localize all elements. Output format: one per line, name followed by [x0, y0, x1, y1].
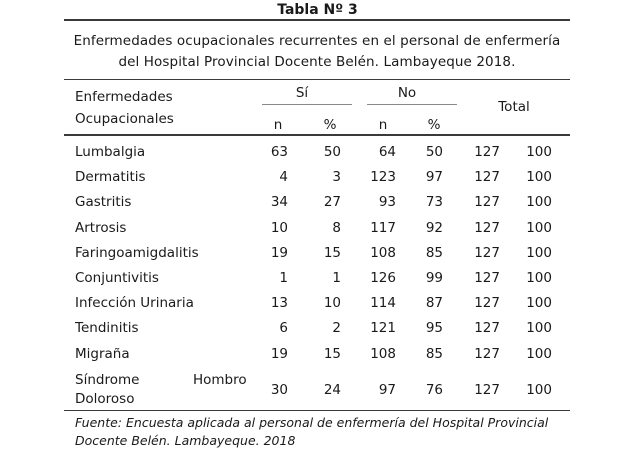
row-5-total-pct: 100: [526, 270, 552, 286]
row-6-name: Infección Urinaria: [75, 295, 194, 312]
row-0-total-pct: 100: [526, 144, 552, 160]
row-0-no-pct: 50: [425, 144, 443, 160]
row-3-no-pct: 92: [425, 219, 443, 236]
header-no: No: [397, 85, 417, 101]
row-7-no-n: 121: [370, 320, 396, 337]
header-total: Total: [498, 99, 530, 115]
source-line-2: Docente Belén. Lambayeque. 2018: [75, 433, 296, 448]
row-0-no-n: 64: [378, 144, 396, 160]
table-title: Tabla Nº 3: [277, 2, 358, 18]
row-3-total-pct: 100: [526, 219, 552, 236]
row-3-total-n: 127: [474, 219, 500, 236]
row-sindrome-name-word2: Hombro: [193, 372, 247, 388]
row-2-si-pct: 27: [323, 194, 341, 211]
row-2-no-n: 93: [378, 194, 396, 211]
row-8-total-pct: 100: [526, 345, 552, 362]
table-source-note: Fuente: Encuesta aplicada al personal de…: [75, 414, 562, 450]
caption-line-1: Enfermedades ocupacionales recurrentes e…: [73, 33, 561, 49]
row-5-no-n: 126: [370, 270, 396, 286]
row-1-total-pct: 100: [526, 169, 552, 186]
row-5-si-pct: 1: [332, 270, 341, 286]
row-4-si-pct: 15: [323, 244, 341, 261]
row-4-name: Faringoamigdalitis: [75, 244, 199, 261]
header-no-pct: %: [427, 117, 441, 133]
row-4-no-pct: 85: [425, 244, 443, 261]
row-8-total-n: 127: [474, 345, 500, 362]
row-0-si-n: 63: [270, 144, 288, 160]
row-5-no-pct: 99: [425, 270, 443, 286]
row-6-si-n: 13: [270, 295, 288, 312]
header-si-n: n: [273, 117, 283, 133]
header-si-pct: %: [323, 117, 337, 133]
row-6-total-pct: 100: [526, 295, 552, 312]
row-4-total-pct: 100: [526, 244, 552, 261]
row-sindrome-name-line2: Doloroso: [75, 391, 135, 407]
row-2-name: Gastritis: [75, 194, 132, 211]
row-6-total-n: 127: [474, 295, 500, 312]
row-7-name: Tendinitis: [75, 320, 139, 337]
row-sindrome-no-pct: 76: [425, 382, 443, 398]
row-0-name: Lumbalgia: [75, 144, 146, 160]
row-3-name: Artrosis: [75, 219, 127, 236]
row-sindrome-si-n: 30: [270, 382, 288, 398]
header-diseases-line2: Ocupacionales: [75, 111, 174, 127]
row-sindrome-name-word1: Síndrome: [75, 372, 140, 388]
no-group-rule: [367, 104, 457, 105]
row-7-si-n: 6: [279, 320, 288, 337]
header-si: Sí: [295, 85, 309, 101]
row-6-no-n: 114: [370, 295, 396, 312]
row-5-name: Conjuntivitis: [75, 270, 159, 286]
row-8-name: Migraña: [75, 345, 130, 362]
row-1-name: Dermatitis: [75, 169, 146, 186]
row-3-si-pct: 8: [332, 219, 341, 236]
row-6-no-pct: 87: [425, 295, 443, 312]
row-2-si-n: 34: [270, 194, 288, 211]
row-sindrome-total-n: 127: [474, 382, 500, 398]
row-1-si-pct: 3: [332, 169, 341, 186]
row-5-si-n: 1: [279, 270, 288, 286]
row-8-no-n: 108: [370, 345, 396, 362]
row-0-total-n: 127: [474, 144, 500, 160]
row-sindrome-si-pct: 24: [323, 382, 341, 398]
row-2-no-pct: 73: [425, 194, 443, 211]
row-1-no-n: 123: [370, 169, 396, 186]
header-bottom-rule: [64, 134, 570, 136]
row-6-si-pct: 10: [323, 295, 341, 312]
row-4-si-n: 19: [270, 244, 288, 261]
row-7-no-pct: 95: [425, 320, 443, 337]
row-3-no-n: 117: [370, 219, 396, 236]
row-7-total-n: 127: [474, 320, 500, 337]
row-3-si-n: 10: [270, 219, 288, 236]
row-4-total-n: 127: [474, 244, 500, 261]
bottom-rule: [64, 410, 570, 411]
header-no-n: n: [378, 117, 388, 133]
table-caption: Enfermedades ocupacionales recurrentes e…: [64, 31, 570, 73]
caption-line-2: del Hospital Provincial Docente Belén. L…: [118, 54, 516, 70]
row-8-si-n: 19: [270, 345, 288, 362]
header-diseases-line1: Enfermedades: [75, 89, 173, 105]
row-2-total-pct: 100: [526, 194, 552, 211]
header-top-rule: [64, 79, 570, 80]
row-8-si-pct: 15: [323, 345, 341, 362]
row-1-si-n: 4: [279, 169, 288, 186]
row-sindrome-no-n: 97: [378, 382, 396, 398]
row-1-no-pct: 97: [425, 169, 443, 186]
source-line-1: Fuente: Encuesta aplicada al personal de…: [75, 415, 549, 430]
row-1-total-n: 127: [474, 169, 500, 186]
si-group-rule: [262, 104, 352, 105]
row-2-total-n: 127: [474, 194, 500, 211]
row-4-no-n: 108: [370, 244, 396, 261]
row-0-si-pct: 50: [323, 144, 341, 160]
row-sindrome-total-pct: 100: [526, 382, 552, 398]
row-7-total-pct: 100: [526, 320, 552, 337]
top-rule: [64, 19, 570, 21]
row-8-no-pct: 85: [425, 345, 443, 362]
row-5-total-n: 127: [474, 270, 500, 286]
row-7-si-pct: 2: [332, 320, 341, 337]
